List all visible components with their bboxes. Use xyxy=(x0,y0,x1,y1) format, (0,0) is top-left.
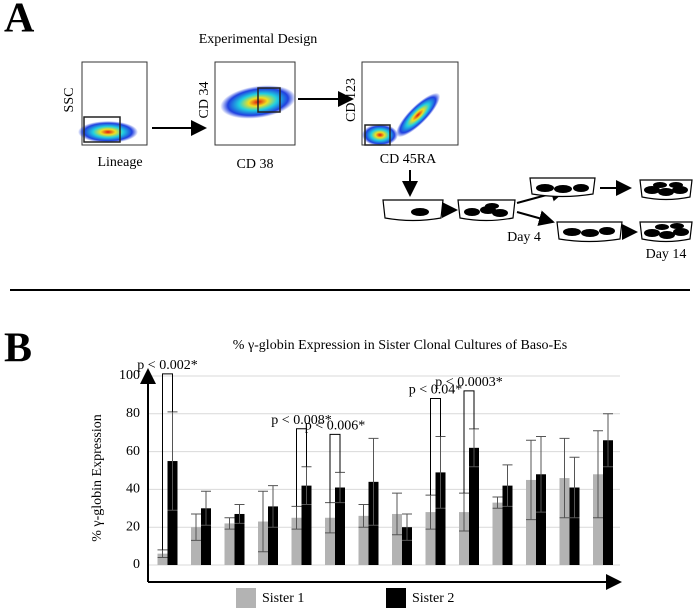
axis-label: CD 34 xyxy=(197,82,212,119)
significance-label: p < 0.002* xyxy=(137,358,197,373)
error-bar xyxy=(559,437,570,519)
error-bar xyxy=(603,413,613,468)
error-bar xyxy=(234,504,245,524)
day-label: Day 4 xyxy=(507,230,541,245)
bar xyxy=(268,506,278,565)
error-bar xyxy=(258,490,268,553)
legend-label: Sister 2 xyxy=(412,591,454,606)
bar xyxy=(402,527,412,565)
bar xyxy=(201,508,211,565)
flow-plot: SSC Lineage xyxy=(62,61,148,170)
y-tick-label: 20 xyxy=(126,519,140,534)
y-tick-label: 60 xyxy=(126,444,140,459)
significance-label: p < 0.006* xyxy=(305,419,365,434)
panel-title: Experimental Design xyxy=(199,32,318,47)
legend-label: Sister 1 xyxy=(262,591,304,606)
error-bar xyxy=(402,513,412,541)
chart-title: % γ-globin Expression in Sister Clonal C… xyxy=(233,338,567,353)
legend-swatch xyxy=(236,588,256,608)
panel-label: B xyxy=(4,326,32,372)
error-bar xyxy=(224,517,235,530)
axis-label: Lineage xyxy=(97,155,142,170)
y-tick-label: 100 xyxy=(119,368,140,383)
error-bar xyxy=(392,492,402,536)
bar xyxy=(358,515,369,565)
bar xyxy=(191,527,201,565)
error-bar xyxy=(569,456,580,519)
error-bar xyxy=(536,435,546,513)
significance-bracket xyxy=(329,433,341,503)
bar xyxy=(157,553,168,565)
bar xyxy=(425,512,436,565)
error-bar xyxy=(191,513,201,541)
bar xyxy=(291,517,302,565)
error-bar xyxy=(492,496,503,509)
bar xyxy=(526,479,536,565)
y-tick-label: 40 xyxy=(126,482,140,497)
bar xyxy=(435,472,446,565)
bar xyxy=(234,513,245,565)
bar xyxy=(459,512,469,565)
axis-label: CD 123 xyxy=(344,78,359,122)
panel-label: A xyxy=(4,0,35,42)
y-tick-label: 0 xyxy=(133,557,140,572)
bar xyxy=(569,487,580,565)
error-bar xyxy=(526,439,536,521)
bar xyxy=(392,513,402,565)
bar xyxy=(469,447,479,565)
bar xyxy=(335,487,345,565)
day-label: Day 14 xyxy=(646,247,687,262)
axis-label: CD 45RA xyxy=(380,152,437,167)
significance-bracket xyxy=(463,390,475,494)
axis-label: SSC xyxy=(62,88,77,113)
significance-bracket xyxy=(162,373,173,550)
legend: Sister 1 Sister 2 xyxy=(236,588,454,608)
bar xyxy=(559,478,570,565)
significance-label: p < 0.04* xyxy=(409,383,462,398)
error-bar xyxy=(268,485,278,528)
error-bar xyxy=(368,437,379,526)
bar xyxy=(492,502,503,565)
y-tick-label: 80 xyxy=(126,406,140,421)
significance-bracket xyxy=(430,397,441,496)
error-bar xyxy=(502,464,513,507)
bar xyxy=(325,517,335,565)
bar xyxy=(593,474,603,565)
bar xyxy=(603,440,613,565)
bar xyxy=(536,474,546,565)
flow-plot: CD 34 CD 38 xyxy=(197,61,296,172)
significance-bracket xyxy=(296,428,307,507)
culture-dishes xyxy=(382,177,693,243)
error-bar xyxy=(593,430,603,519)
error-bar xyxy=(358,504,369,528)
significance-label: p < 0.008* xyxy=(271,413,331,428)
error-bar xyxy=(201,490,211,526)
y-axis-label: % γ-globin Expression xyxy=(90,414,105,542)
axis-label: CD 38 xyxy=(237,157,274,172)
bar xyxy=(502,485,513,565)
legend-swatch xyxy=(386,588,406,608)
bar xyxy=(167,461,178,565)
significance-label: p < 0.0003* xyxy=(435,375,502,390)
flow-plot: CD 123 CD 45RA xyxy=(344,61,459,167)
bar xyxy=(224,523,235,565)
bar xyxy=(301,485,312,565)
